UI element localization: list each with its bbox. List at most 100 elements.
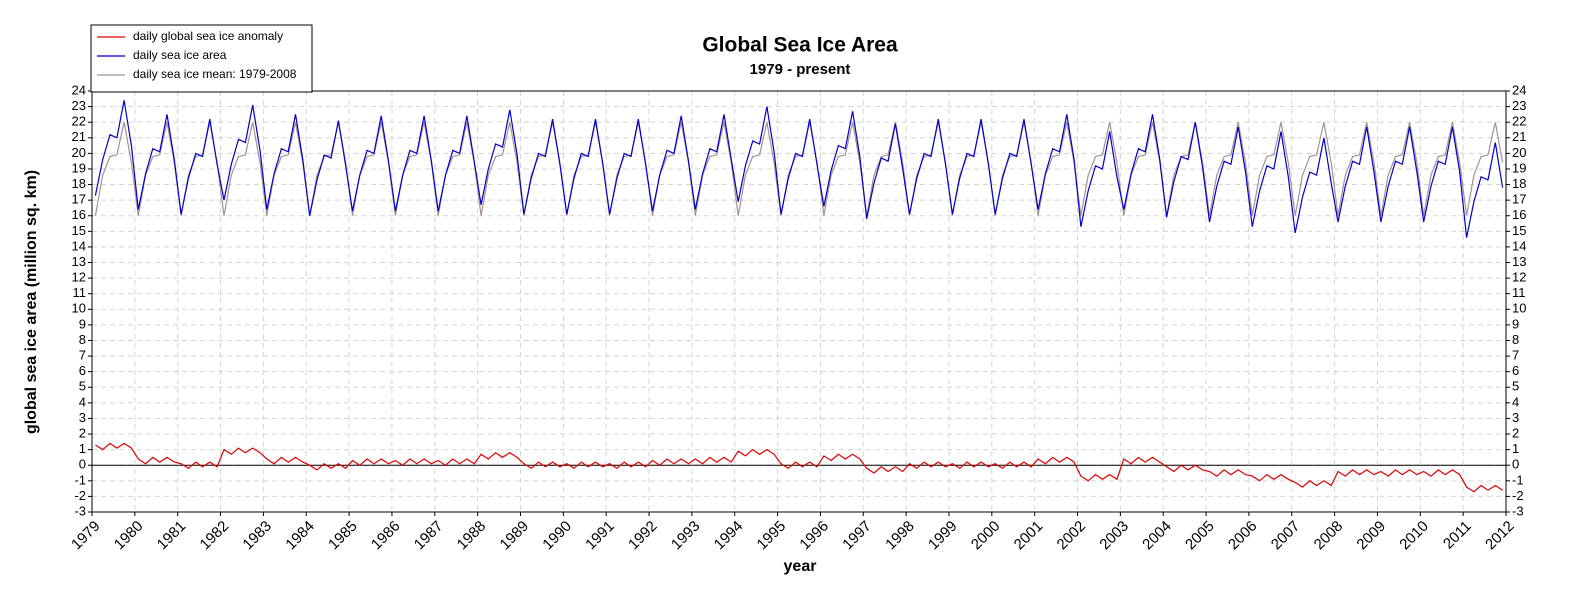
y-axis-label: global sea ice area (million sq. km) [23,170,40,434]
y2-tick-label: 8 [1512,332,1519,347]
x-tick-label: 1986 [368,518,404,554]
y2-tick-label: 9 [1512,316,1519,331]
x-tick-label: 2002 [1054,518,1090,554]
y2-tick-label: -3 [1512,503,1524,518]
y-tick-label: -1 [74,472,86,487]
y2-tick-label: 13 [1512,254,1526,269]
x-tick-label: 1995 [754,518,790,554]
series-line [94,122,1504,216]
x-axis-label: year [784,558,817,575]
y2-tick-label: 23 [1512,98,1526,113]
y-tick-label: 2 [79,425,86,440]
x-tick-label: 2008 [1311,518,1347,554]
y2-tick-label: 12 [1512,270,1526,285]
y-tick-label: 23 [72,98,86,113]
x-tick-label: 1987 [411,518,447,554]
y-tick-label: 10 [72,301,86,316]
x-tick-label: 1992 [625,518,661,554]
y2-tick-label: 11 [1512,285,1526,300]
x-tick-label: 1996 [796,518,832,554]
y2-tick-label: 3 [1512,410,1519,425]
plot-frame [91,90,1507,513]
x-tick-label: 1983 [239,518,275,554]
y-tick-label: 5 [79,379,86,394]
chart-title: Global Sea Ice Area [702,34,898,57]
y2-tick-label: 1 [1512,441,1519,456]
y-tick-label: 14 [72,238,86,253]
y-tick-label: 19 [72,160,86,175]
x-tick-label: 1989 [496,518,532,554]
y2-tick-label: 5 [1512,379,1519,394]
x-tick-label: 1990 [539,518,575,554]
y2-tick-label: 22 [1512,114,1526,129]
y-tick-label: 4 [79,394,86,409]
y2-tick-label: -2 [1512,488,1524,503]
y2-tick-label: -1 [1512,472,1524,487]
x-tick-label: 2011 [1440,518,1475,553]
y2-tick-label: 0 [1512,457,1519,472]
x-tick-label: 2009 [1353,518,1389,554]
y2-tick-label: 24 [1512,82,1526,97]
x-tick-label: 1994 [711,518,747,554]
y2-tick-label: 20 [1512,145,1526,160]
x-tick-label: 1982 [197,518,233,554]
x-tick-label: 2005 [1182,518,1218,554]
series-line [94,100,1504,238]
legend-label: daily sea ice mean: 1979-2008 [133,67,297,81]
y-tick-label: 9 [79,316,86,331]
y2-tick-label: 10 [1512,301,1526,316]
x-tick-label: 1984 [282,518,318,554]
x-tick-label: 2000 [968,518,1004,554]
y2-tick-label: 19 [1512,160,1526,175]
legend-box [90,24,313,93]
y-tick-label: 7 [79,348,86,363]
y-tick-label: 24 [72,82,86,97]
x-tick-label: 2010 [1396,518,1432,554]
y-tick-label: 22 [72,114,86,129]
y2-tick-label: 6 [1512,363,1519,378]
y-tick-label: 6 [79,363,86,378]
y-tick-label: 3 [79,410,86,425]
y-tick-label: 1 [79,441,86,456]
y-tick-label: -2 [74,488,86,503]
y-tick-label: 0 [79,457,86,472]
x-tick-label: 2007 [1268,518,1304,554]
y2-tick-label: 15 [1512,223,1526,238]
y-tick-label: 11 [73,285,87,300]
legend-label: daily global sea ice anomaly [133,29,283,43]
y2-tick-label: 18 [1512,176,1526,191]
y-tick-label: 16 [72,207,86,222]
y2-tick-label: 2 [1512,425,1519,440]
x-tick-label: 2006 [1225,518,1261,554]
x-tick-label: 2012 [1482,518,1518,554]
x-tick-label: 2003 [1096,518,1132,554]
x-tick-label: 2004 [1139,518,1175,554]
x-tick-label: 1999 [925,518,961,554]
y2-tick-label: 7 [1512,348,1519,363]
x-tick-label: 1981 [154,518,190,554]
x-tick-label: 1980 [111,518,147,554]
y-tick-label: 12 [72,270,86,285]
y-tick-label: 8 [79,332,86,347]
y2-tick-label: 17 [1512,192,1526,207]
x-tick-label: 1993 [668,518,704,554]
x-tick-label: 1991 [582,518,618,554]
y-tick-label: 13 [72,254,86,269]
y-tick-label: 17 [72,192,86,207]
y2-tick-label: 14 [1512,238,1526,253]
y-tick-label: 18 [72,176,86,191]
x-tick-label: 2001 [1011,518,1047,554]
y-tick-label: 21 [72,129,86,144]
x-tick-label: 1998 [882,518,918,554]
series-line [95,442,1503,493]
x-tick-label: 1988 [454,518,490,554]
x-tick-label: 1997 [839,518,875,554]
y-tick-label: -3 [74,503,86,518]
chart-subtitle: 1979 - present [750,61,851,78]
y-tick-label: 20 [72,145,86,160]
legend-label: daily sea ice area [133,48,227,62]
y2-tick-label: 16 [1512,207,1526,222]
y2-tick-label: 4 [1512,394,1519,409]
y-tick-label: 15 [72,223,86,238]
